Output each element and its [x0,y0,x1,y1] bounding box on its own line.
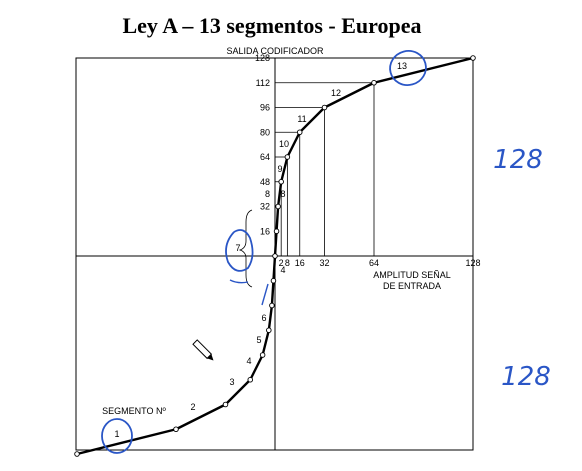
segment-label: SEGMENTO Nº [102,406,166,416]
breakpoint-dot [371,79,377,86]
y-tick-label: 48 [260,177,270,187]
handwritten-128-top: 128 [493,145,543,175]
segment-number: 12 [331,88,341,98]
breakpoint-dot [470,55,476,61]
x-axis-label-line1: AMPLITUD SEÑAL [373,270,451,280]
breakpoint-dot [297,129,303,135]
breakpoint-dot [270,278,277,284]
segment-number: 2 [190,402,195,412]
pencil-icon [192,339,214,361]
segment-number: 3 [229,377,234,387]
segment-7-label: 7 [235,243,240,253]
x-axis-label-line2: DE ENTRADA [383,281,441,291]
breakpoint-dot [259,352,266,358]
circle-mark-13 [389,50,427,86]
y-axis-label: SALIDA CODIFICADOR [226,46,324,56]
x-tick-labels: 2 8 16 32 64 128 [279,258,481,268]
handwritten-128-bottom: 128 [501,362,551,392]
x-tick-label: 128 [465,258,480,268]
breakpoint-dot [284,154,291,160]
y-tick-label: 16 [260,226,270,236]
y-tick-label: 112 [256,78,270,88]
breakpoint-dot [74,451,80,457]
breakpoint-dot [269,302,275,309]
breakpoint-dot [278,178,284,185]
segment-number: 13 [397,61,407,71]
breakpoint-dot [272,253,278,259]
segment-number: 11 [297,114,306,124]
ink-stroke [261,283,269,306]
segment-breakpoints [74,55,476,457]
breakpoint-dot [273,228,280,234]
x-tick-label: 64 [369,258,379,268]
ink-tail-7 [229,279,249,284]
breakpoint-dot [266,327,272,334]
segment-number: 6 [261,313,266,323]
x-tick-label: 32 [319,258,329,268]
y-tick-label-small: 8 [265,189,270,199]
breakpoint-dot [275,203,281,210]
circle-mark-1 [101,418,133,454]
segment-number: 10 [279,139,289,149]
y-tick-label: 128 [255,53,270,63]
y-tick-label: 64 [260,152,270,162]
x-tick-label: 16 [295,258,305,268]
breakpoint-dot [247,377,253,383]
breakpoint-dot [173,426,179,433]
segment-number: 8 [280,189,285,199]
y-tick-label: 32 [260,202,270,212]
x-tick-label: 8 [285,258,290,268]
segment-number: 1 [114,429,119,439]
page-title: Ley A – 13 segmentos - Europea [122,13,421,38]
breakpoint-dot [222,401,229,408]
segment-4-label-near-axis: 4 [280,265,285,275]
y-tick-labels: 128 112 96 80 64 48 32 16 8 [255,53,270,236]
segment-number: 5 [256,335,261,345]
segment-number: 4 [246,356,251,366]
y-tick-label: 80 [260,127,270,137]
segment-7-bracket [238,209,253,288]
y-tick-label: 96 [260,103,270,113]
x-tick-label: 2 [279,258,284,268]
segment-number: 9 [277,164,282,174]
breakpoint-dot [321,104,328,111]
circle-mark-7 [225,229,254,272]
